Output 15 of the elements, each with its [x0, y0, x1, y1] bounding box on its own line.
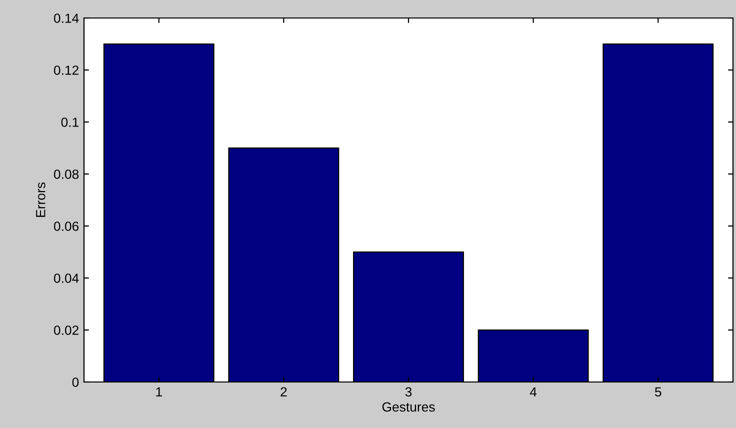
- x-axis-title: Gestures: [382, 402, 435, 412]
- y-tick-label: 0.04: [54, 274, 79, 283]
- y-tick-label: 0.02: [54, 326, 78, 335]
- y-axis-title: Errors: [36, 182, 46, 217]
- y-tick-label: 0: [72, 378, 79, 387]
- x-tick-label: 2: [280, 387, 287, 396]
- y-tick-label: 0.12: [54, 66, 78, 75]
- x-tick-label: 3: [405, 387, 412, 397]
- x-tick-label: 4: [530, 387, 537, 396]
- y-tick-label: 0.08: [54, 170, 79, 179]
- y-tick-label: 0.06: [54, 222, 79, 231]
- y-tick-label: 0.1: [61, 118, 78, 127]
- x-tick-label: 1: [156, 387, 162, 396]
- y-tick-label: 0.14: [54, 14, 79, 23]
- x-tick-label: 5: [654, 387, 662, 397]
